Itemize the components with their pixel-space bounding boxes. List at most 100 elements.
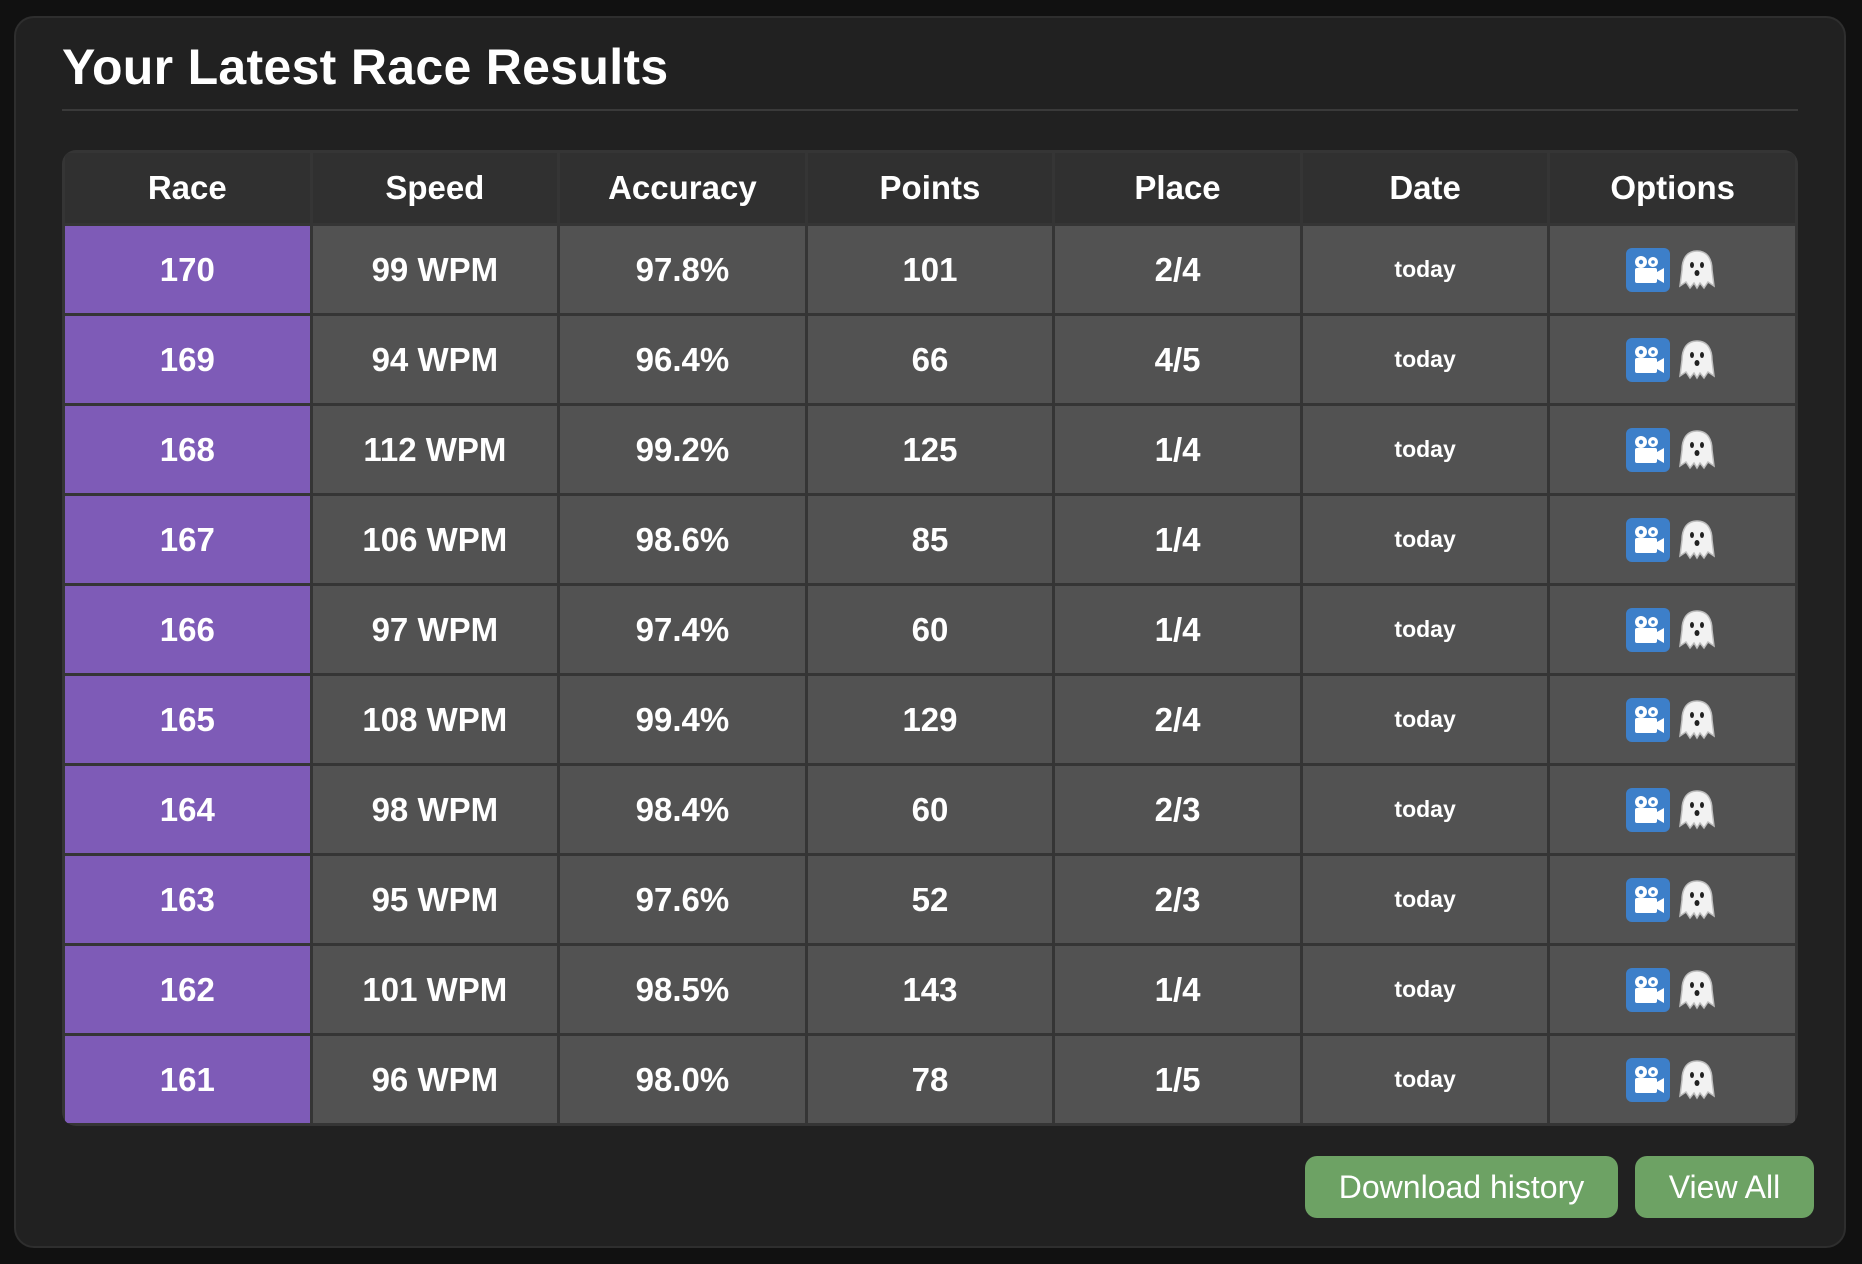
place-cell: 2/3 bbox=[1055, 856, 1300, 943]
ghost-icon[interactable] bbox=[1674, 1058, 1720, 1102]
place-cell: 2/4 bbox=[1055, 226, 1300, 313]
replay-camera-icon[interactable] bbox=[1625, 517, 1670, 562]
accuracy-cell: 99.4% bbox=[560, 676, 805, 763]
race-number-cell[interactable]: 163 bbox=[65, 856, 310, 943]
table-row: 164 98 WPM 98.4% 60 2/3 today bbox=[65, 766, 1795, 853]
place-cell: 2/3 bbox=[1055, 766, 1300, 853]
options-group bbox=[1625, 496, 1720, 583]
options-cell bbox=[1550, 856, 1795, 943]
table-row: 165 108 WPM 99.4% 129 2/4 today bbox=[65, 676, 1795, 763]
column-header-accuracy[interactable]: Accuracy bbox=[560, 153, 805, 223]
view-all-button[interactable]: View All bbox=[1635, 1156, 1814, 1218]
place-cell: 1/4 bbox=[1055, 406, 1300, 493]
table-row: 162 101 WPM 98.5% 143 1/4 today bbox=[65, 946, 1795, 1033]
points-cell: 85 bbox=[807, 496, 1053, 583]
download-history-button[interactable]: Download history bbox=[1305, 1156, 1618, 1218]
ghost-icon[interactable] bbox=[1674, 248, 1720, 292]
place-cell: 1/4 bbox=[1055, 496, 1300, 583]
options-group bbox=[1625, 316, 1720, 403]
replay-camera-icon[interactable] bbox=[1625, 967, 1670, 1012]
race-number-cell[interactable]: 166 bbox=[65, 586, 310, 673]
points-cell: 60 bbox=[807, 766, 1053, 853]
options-cell bbox=[1550, 406, 1795, 493]
table-row: 168 112 WPM 99.2% 125 1/4 today bbox=[65, 406, 1795, 493]
options-cell bbox=[1550, 316, 1795, 403]
options-cell bbox=[1550, 676, 1795, 763]
date-cell: today bbox=[1302, 226, 1548, 313]
replay-camera-icon[interactable] bbox=[1625, 427, 1670, 472]
column-header-race[interactable]: Race bbox=[65, 153, 310, 223]
ghost-icon[interactable] bbox=[1674, 698, 1720, 742]
race-number-cell[interactable]: 164 bbox=[65, 766, 310, 853]
date-cell: today bbox=[1302, 676, 1548, 763]
results-table: Race Speed Accuracy Points Place Date Op… bbox=[62, 150, 1798, 1126]
place-cell: 1/4 bbox=[1055, 586, 1300, 673]
speed-cell: 97 WPM bbox=[312, 586, 558, 673]
options-cell bbox=[1550, 496, 1795, 583]
table-row: 170 99 WPM 97.8% 101 2/4 today bbox=[65, 226, 1795, 313]
options-cell bbox=[1550, 1036, 1795, 1123]
ghost-icon[interactable] bbox=[1674, 788, 1720, 832]
page-title: Your Latest Race Results bbox=[62, 39, 669, 95]
race-number-cell[interactable]: 162 bbox=[65, 946, 310, 1033]
date-cell: today bbox=[1302, 406, 1548, 493]
column-header-place[interactable]: Place bbox=[1055, 153, 1300, 223]
replay-camera-icon[interactable] bbox=[1625, 247, 1670, 292]
table-row: 161 96 WPM 98.0% 78 1/5 today bbox=[65, 1036, 1795, 1123]
race-number-cell[interactable]: 165 bbox=[65, 676, 310, 763]
table-body: 170 99 WPM 97.8% 101 2/4 today bbox=[65, 226, 1795, 1123]
options-cell bbox=[1550, 226, 1795, 313]
column-header-speed[interactable]: Speed bbox=[312, 153, 558, 223]
column-header-points[interactable]: Points bbox=[807, 153, 1053, 223]
points-cell: 60 bbox=[807, 586, 1053, 673]
speed-cell: 101 WPM bbox=[312, 946, 558, 1033]
accuracy-cell: 98.0% bbox=[560, 1036, 805, 1123]
table-row: 167 106 WPM 98.6% 85 1/4 today bbox=[65, 496, 1795, 583]
options-group bbox=[1625, 586, 1720, 673]
options-group bbox=[1625, 1036, 1720, 1123]
accuracy-cell: 97.4% bbox=[560, 586, 805, 673]
points-cell: 129 bbox=[807, 676, 1053, 763]
ghost-icon[interactable] bbox=[1674, 608, 1720, 652]
ghost-icon[interactable] bbox=[1674, 968, 1720, 1012]
options-cell bbox=[1550, 766, 1795, 853]
accuracy-cell: 98.5% bbox=[560, 946, 805, 1033]
results-table-container: Race Speed Accuracy Points Place Date Op… bbox=[62, 150, 1798, 1126]
title-divider bbox=[62, 109, 1798, 111]
ghost-icon[interactable] bbox=[1674, 428, 1720, 472]
accuracy-cell: 98.6% bbox=[560, 496, 805, 583]
column-header-options: Options bbox=[1550, 153, 1795, 223]
accuracy-cell: 96.4% bbox=[560, 316, 805, 403]
date-cell: today bbox=[1302, 316, 1548, 403]
points-cell: 125 bbox=[807, 406, 1053, 493]
ghost-icon[interactable] bbox=[1674, 878, 1720, 922]
accuracy-cell: 98.4% bbox=[560, 766, 805, 853]
options-group bbox=[1625, 676, 1720, 763]
points-cell: 52 bbox=[807, 856, 1053, 943]
race-number-cell[interactable]: 168 bbox=[65, 406, 310, 493]
options-cell bbox=[1550, 946, 1795, 1033]
points-cell: 143 bbox=[807, 946, 1053, 1033]
replay-camera-icon[interactable] bbox=[1625, 697, 1670, 742]
replay-camera-icon[interactable] bbox=[1625, 877, 1670, 922]
points-cell: 66 bbox=[807, 316, 1053, 403]
place-cell: 1/5 bbox=[1055, 1036, 1300, 1123]
race-number-cell[interactable]: 167 bbox=[65, 496, 310, 583]
points-cell: 101 bbox=[807, 226, 1053, 313]
ghost-icon[interactable] bbox=[1674, 518, 1720, 562]
race-number-cell[interactable]: 169 bbox=[65, 316, 310, 403]
speed-cell: 108 WPM bbox=[312, 676, 558, 763]
points-cell: 78 bbox=[807, 1036, 1053, 1123]
replay-camera-icon[interactable] bbox=[1625, 787, 1670, 832]
replay-camera-icon[interactable] bbox=[1625, 337, 1670, 382]
race-number-cell[interactable]: 161 bbox=[65, 1036, 310, 1123]
options-group bbox=[1625, 766, 1720, 853]
race-number-cell[interactable]: 170 bbox=[65, 226, 310, 313]
replay-camera-icon[interactable] bbox=[1625, 607, 1670, 652]
date-cell: today bbox=[1302, 856, 1548, 943]
replay-camera-icon[interactable] bbox=[1625, 1057, 1670, 1102]
ghost-icon[interactable] bbox=[1674, 338, 1720, 382]
column-header-date[interactable]: Date bbox=[1302, 153, 1548, 223]
options-group bbox=[1625, 226, 1720, 313]
place-cell: 1/4 bbox=[1055, 946, 1300, 1033]
